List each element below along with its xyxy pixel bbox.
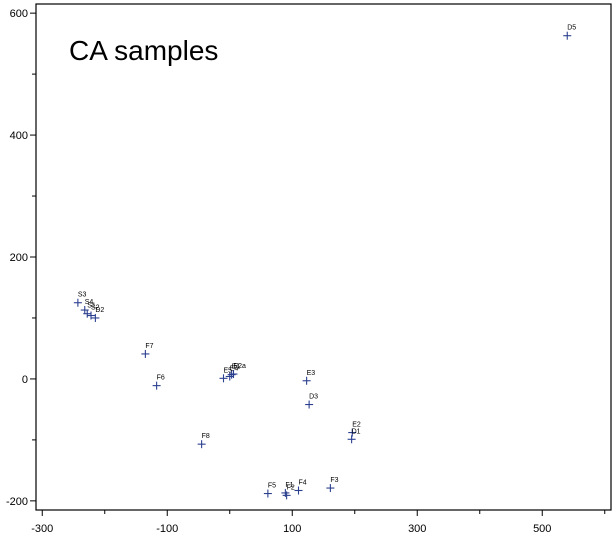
point-label: S4 bbox=[85, 299, 94, 306]
x-tick-label: -300 bbox=[31, 523, 53, 535]
data-point: E2a bbox=[229, 363, 247, 379]
y-tick-label: 200 bbox=[10, 252, 28, 264]
point-label: S1 bbox=[87, 303, 96, 310]
point-label: E2 bbox=[352, 422, 361, 429]
data-point: F8 bbox=[197, 433, 210, 449]
data-point: E3 bbox=[302, 370, 316, 385]
y-tick-label: 600 bbox=[10, 8, 28, 20]
point-label: D3 bbox=[309, 394, 318, 401]
data-point: F4 bbox=[294, 479, 307, 495]
x-tick-label: 300 bbox=[408, 523, 426, 535]
y-tick-label: 400 bbox=[10, 130, 28, 142]
x-tick-label: 500 bbox=[533, 523, 551, 535]
data-point: F7 bbox=[141, 343, 154, 358]
data-point: S1 bbox=[83, 303, 96, 318]
point-label: E4 bbox=[230, 365, 239, 372]
data-point: D5 bbox=[563, 25, 576, 40]
point-label: F2 bbox=[287, 484, 295, 491]
point-label: D2 bbox=[95, 307, 104, 314]
y-tick-label: 0 bbox=[22, 374, 28, 386]
point-label: F7 bbox=[145, 343, 153, 350]
data-point: F5 bbox=[263, 483, 276, 498]
chart-title: CA samples bbox=[69, 35, 218, 66]
x-tick-label: -100 bbox=[156, 523, 178, 535]
data-point: E2 bbox=[348, 422, 361, 437]
point-label: S3 bbox=[78, 292, 87, 299]
point-label: F8 bbox=[202, 433, 210, 440]
y-tick-label: -200 bbox=[6, 496, 28, 508]
data-point: D1 bbox=[347, 428, 361, 444]
point-label: E5 bbox=[224, 367, 233, 374]
data-point: E5 bbox=[219, 367, 233, 383]
data-point: S2 bbox=[87, 305, 100, 320]
point-label: E1 bbox=[232, 364, 241, 371]
data-point: E1 bbox=[227, 364, 241, 379]
ticks: -300 -100 100 300 500 -200 0 200 400 600 bbox=[6, 8, 606, 535]
axes bbox=[35, 3, 612, 511]
plot-frame bbox=[35, 3, 612, 511]
data-point: F6 bbox=[152, 375, 165, 390]
data-point: D2 bbox=[91, 307, 104, 322]
point-label: F4 bbox=[299, 479, 307, 486]
x-tick-label: 100 bbox=[283, 523, 301, 535]
point-label: F5 bbox=[268, 483, 276, 490]
point-label: S2 bbox=[91, 305, 100, 312]
data-point: S3 bbox=[73, 292, 87, 307]
point-label: F6 bbox=[157, 375, 165, 382]
point-label: D1 bbox=[352, 428, 361, 435]
data-point: F2 bbox=[282, 484, 295, 500]
point-label: F1 bbox=[285, 482, 293, 489]
point-label: D5 bbox=[567, 25, 576, 32]
point-label: F3 bbox=[330, 477, 338, 484]
point-label: E3 bbox=[307, 370, 316, 377]
data-point: D3 bbox=[305, 394, 318, 409]
point-label: E2a bbox=[234, 363, 247, 370]
data-point: F3 bbox=[326, 477, 339, 493]
